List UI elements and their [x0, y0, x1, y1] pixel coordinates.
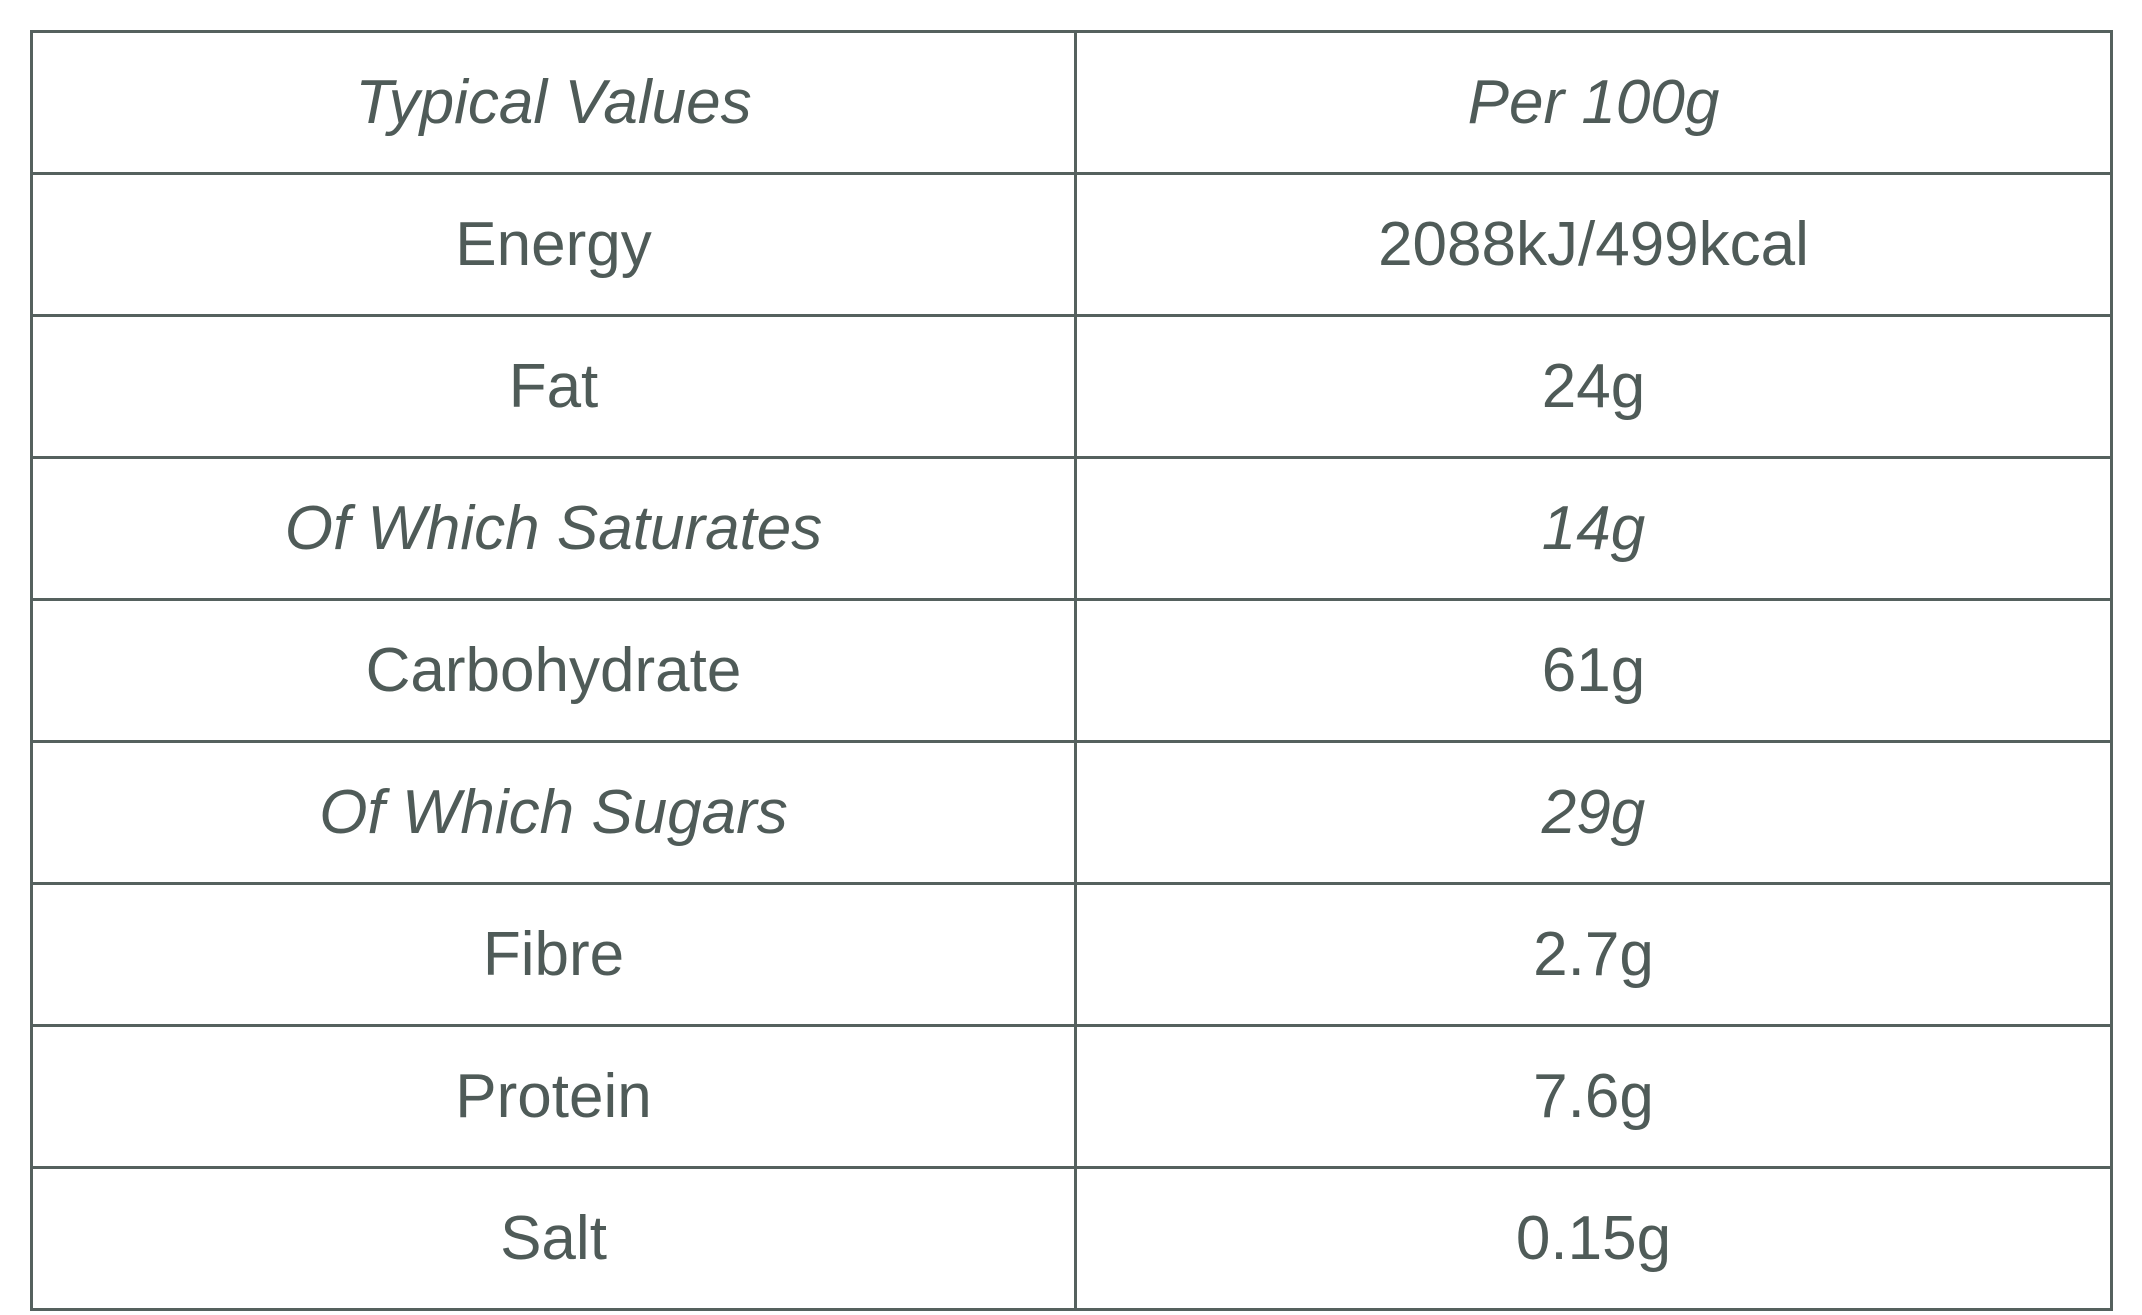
amount: 24g — [1074, 314, 2113, 459]
header-cell: Per 100g — [1074, 30, 2113, 175]
nutrient: Energy — [30, 172, 1077, 317]
amount: 7.6g — [1074, 1024, 2113, 1169]
row: Of Which Saturates 14g — [30, 456, 2113, 601]
amount: 0.15g — [1074, 1166, 2113, 1311]
row: Fibre 2.7g — [30, 882, 2113, 1027]
nutrient: Fat — [30, 314, 1077, 459]
amount: 29g — [1074, 740, 2113, 885]
amount: 61g — [1074, 598, 2113, 743]
header-row: Typical Values Per 100g — [30, 30, 2113, 175]
row: Protein 7.6g — [30, 1024, 2113, 1169]
nutrient: Protein — [30, 1024, 1077, 1169]
nutrient: Of Which Sugars — [30, 740, 1077, 885]
nutrient: Of Which Saturates — [30, 456, 1077, 601]
amount: 14g — [1074, 456, 2113, 601]
row: Carbohydrate 61g — [30, 598, 2113, 743]
amount: 2088kJ/499kcal — [1074, 172, 2113, 317]
nutrient: Salt — [30, 1166, 1077, 1311]
row: Energy 2088kJ/499kcal — [30, 172, 2113, 317]
nutrient: Fibre — [30, 882, 1077, 1027]
row: Fat 24g — [30, 314, 2113, 459]
header-cell: Typical Values — [30, 30, 1077, 175]
row: Of Which Sugars 29g — [30, 740, 2113, 885]
nutrition-table: Typical Values Per 100g Energy 2088kJ/49… — [30, 30, 2113, 1311]
nutrient: Carbohydrate — [30, 598, 1077, 743]
row: Salt 0.15g — [30, 1166, 2113, 1311]
amount: 2.7g — [1074, 882, 2113, 1027]
